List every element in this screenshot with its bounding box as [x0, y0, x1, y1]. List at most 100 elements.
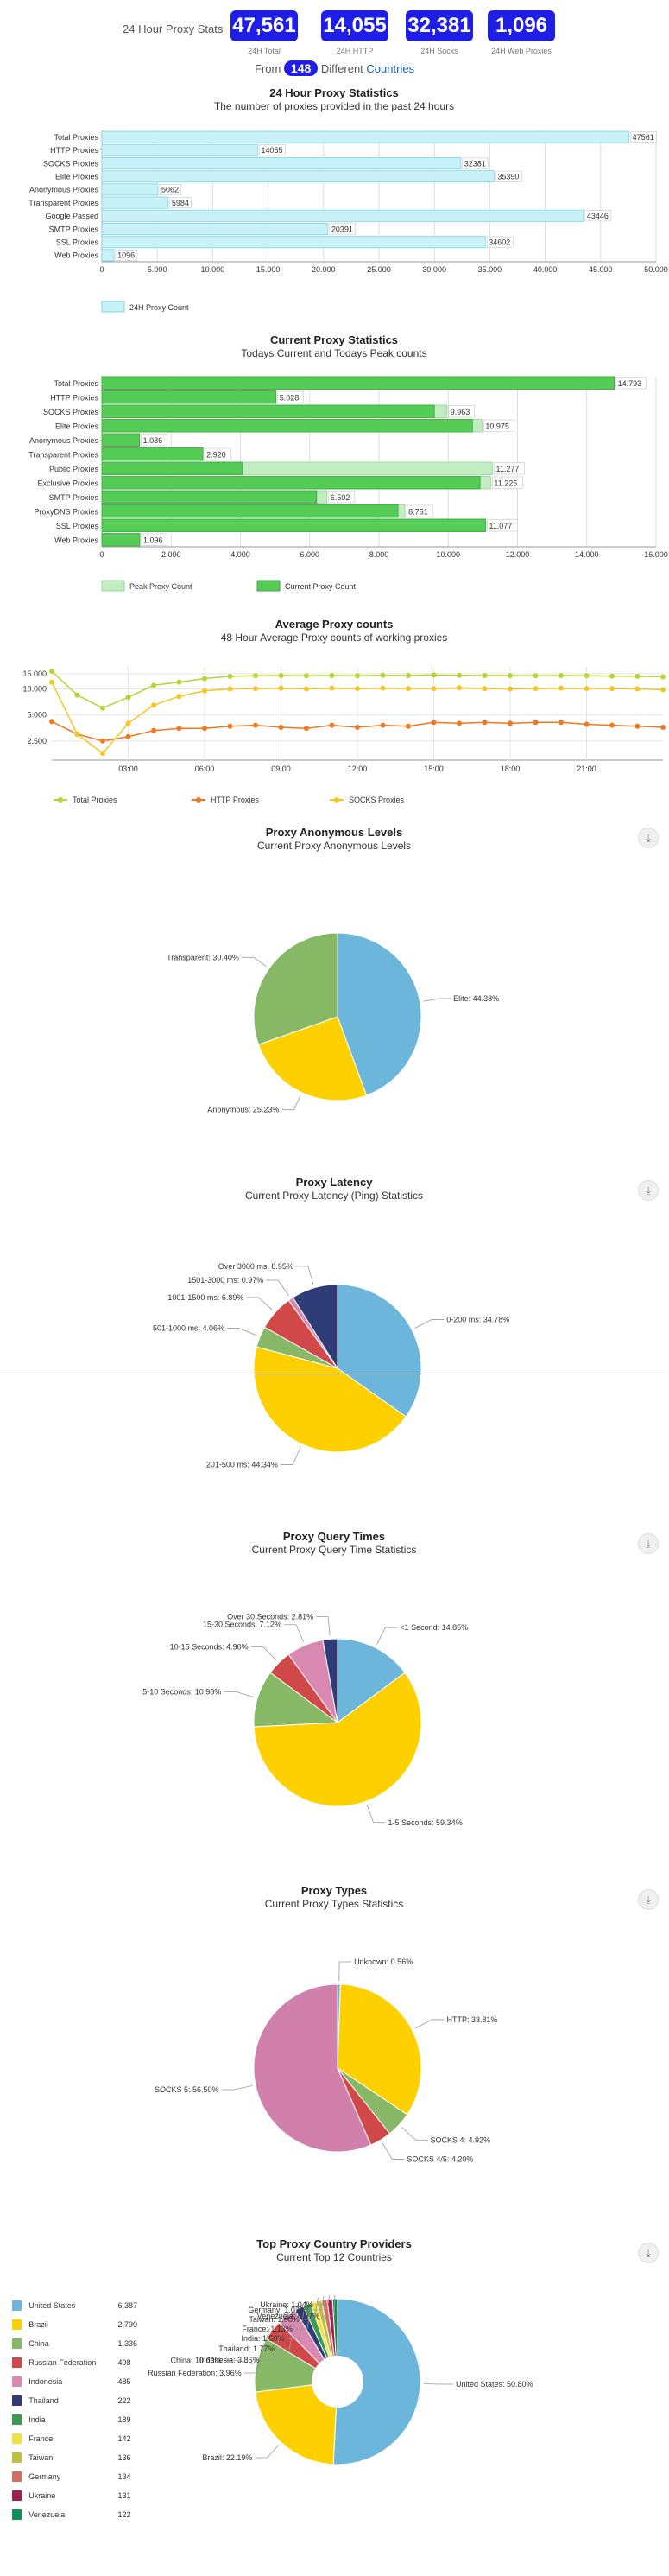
pie-slice: [255, 2381, 338, 2465]
label-connector: [281, 1095, 301, 1111]
x-tick-label: 15.000: [256, 265, 281, 274]
legend-row: China 1,336: [12, 2334, 150, 2353]
bar-24h-proxy-count: [101, 249, 115, 262]
data-point-http-proxies: [457, 720, 462, 726]
download-icon[interactable]: ⤓: [638, 828, 659, 848]
pie-slice: [322, 1638, 338, 1723]
data-point-total-proxies: [660, 674, 666, 680]
data-point-http-proxies: [431, 720, 437, 726]
label-connector: [227, 1328, 257, 1336]
legend-label: Peak Proxy Count: [129, 582, 192, 591]
data-point-total-proxies: [634, 673, 641, 679]
data-point-http-proxies: [227, 723, 233, 729]
x-tick-label: 03:00: [118, 765, 138, 773]
data-label: 43446: [587, 212, 609, 220]
legend-row: Ukraine 131: [12, 2486, 150, 2505]
label-connector: [401, 2127, 428, 2141]
data-label-box: [584, 210, 612, 222]
pie-slice: [337, 1638, 406, 1723]
slice-label: Over 3000 ms: 8.95%: [218, 1262, 293, 1271]
data-label: 47561: [633, 133, 654, 142]
slice-label: 5-10 Seconds: 10.98%: [142, 1687, 221, 1696]
data-point-total-proxies: [609, 673, 615, 679]
stat-socks-box: 32,381: [406, 10, 473, 41]
x-tick-label: 40.000: [533, 265, 558, 274]
x-tick-label: 09:00: [271, 765, 291, 773]
chart-subtitle: Current Top 12 Countries: [276, 2251, 392, 2263]
label-connector: [277, 2305, 299, 2350]
download-icon[interactable]: ⤓: [638, 2243, 659, 2263]
label-connector: [376, 1627, 398, 1645]
data-point-socks-proxies: [329, 685, 335, 691]
legend-marker: [196, 797, 201, 803]
chart-subtitle: Current Proxy Anonymous Levels: [257, 840, 411, 852]
pie-slice: [257, 1016, 368, 1101]
stat-http-box: 14,055: [321, 10, 388, 41]
data-point-http-proxies: [355, 724, 360, 730]
legend-swatch: [256, 580, 281, 592]
countries-link[interactable]: Countries: [366, 62, 415, 75]
data-point-socks-proxies: [74, 731, 80, 737]
slice-label: 201-500 ms: 44.34%: [206, 1460, 278, 1469]
data-label-box: [329, 223, 357, 235]
data-point-http-proxies: [660, 724, 666, 730]
data-point-total-proxies: [278, 673, 284, 679]
bar-current-proxy-count: [101, 504, 399, 518]
label-connector: [224, 1691, 255, 1698]
data-label-box: [406, 504, 433, 517]
download-icon[interactable]: ⤓: [638, 1180, 659, 1201]
chart-subtitle: The number of proxies provided in the pa…: [214, 100, 454, 112]
data-point-socks-proxies: [431, 686, 437, 692]
legend-swatch: [12, 2433, 22, 2444]
data-point-socks-proxies: [508, 686, 513, 692]
data-point-socks-proxies: [482, 686, 488, 692]
x-tick-label: 15:00: [424, 765, 444, 773]
download-icon[interactable]: ⤓: [638, 1889, 659, 1910]
data-point-total-proxies: [329, 673, 335, 679]
legend-swatch: [101, 301, 125, 313]
stat-http-label: 24H HTTP: [336, 47, 374, 55]
chart-title: Current Proxy Statistics: [270, 333, 398, 346]
label-connector: [414, 2019, 445, 2029]
legend-country-count: 189: [117, 2415, 131, 2424]
slice-label: 1001-1500 ms: 6.89%: [167, 1293, 243, 1302]
download-icon[interactable]: ⤓: [638, 1533, 659, 1554]
legend-country-count: 122: [117, 2510, 131, 2519]
bar-24h-proxy-count: [101, 222, 329, 235]
data-point-socks-proxies: [660, 687, 666, 693]
data-label-box: [487, 519, 518, 532]
label-connector: [266, 1279, 289, 1297]
x-tick-label: 45.000: [589, 265, 613, 274]
slice-label: SOCKS 4/5: 4.20%: [407, 2154, 473, 2163]
category-label: SMTP Proxies: [49, 225, 99, 233]
data-label-box: [487, 236, 514, 248]
data-label-box: [115, 250, 138, 261]
category-label: Public Proxies: [49, 465, 99, 473]
from-text: From: [254, 62, 281, 75]
legend-row: United States 6,387: [12, 2296, 150, 2315]
category-label: Elite Proxies: [55, 422, 99, 430]
slice-label: Unknown: 0.56%: [354, 1957, 413, 1966]
slice-label: Anonymous: 25.23%: [207, 1106, 279, 1114]
legend-row: Venezuela 122: [12, 2505, 150, 2524]
slice-label: Indonesia: 3.86%: [199, 2356, 260, 2364]
x-tick-label: 06:00: [195, 765, 215, 773]
label-connector: [423, 998, 451, 1002]
bar-current-proxy-count: [101, 518, 486, 532]
pie-slice: [337, 932, 422, 1096]
x-tick-label: 18:00: [501, 765, 521, 773]
legend-country-count: 134: [117, 2472, 131, 2481]
slice-label: 1-5 Seconds: 59.34%: [388, 1818, 463, 1827]
label-connector: [262, 2313, 286, 2361]
stat-web-box: 1,096: [488, 10, 555, 41]
label-connector: [243, 2328, 270, 2374]
x-tick-label: 10.000: [436, 550, 460, 559]
data-point-http-proxies: [253, 722, 258, 728]
data-point-http-proxies: [508, 720, 513, 726]
legend-label: Current Proxy Count: [285, 582, 357, 591]
legend-row: India 189: [12, 2410, 150, 2429]
chart-subtitle: Current Proxy Types Statistics: [265, 1898, 404, 1910]
pie-slice: [292, 1284, 338, 1370]
